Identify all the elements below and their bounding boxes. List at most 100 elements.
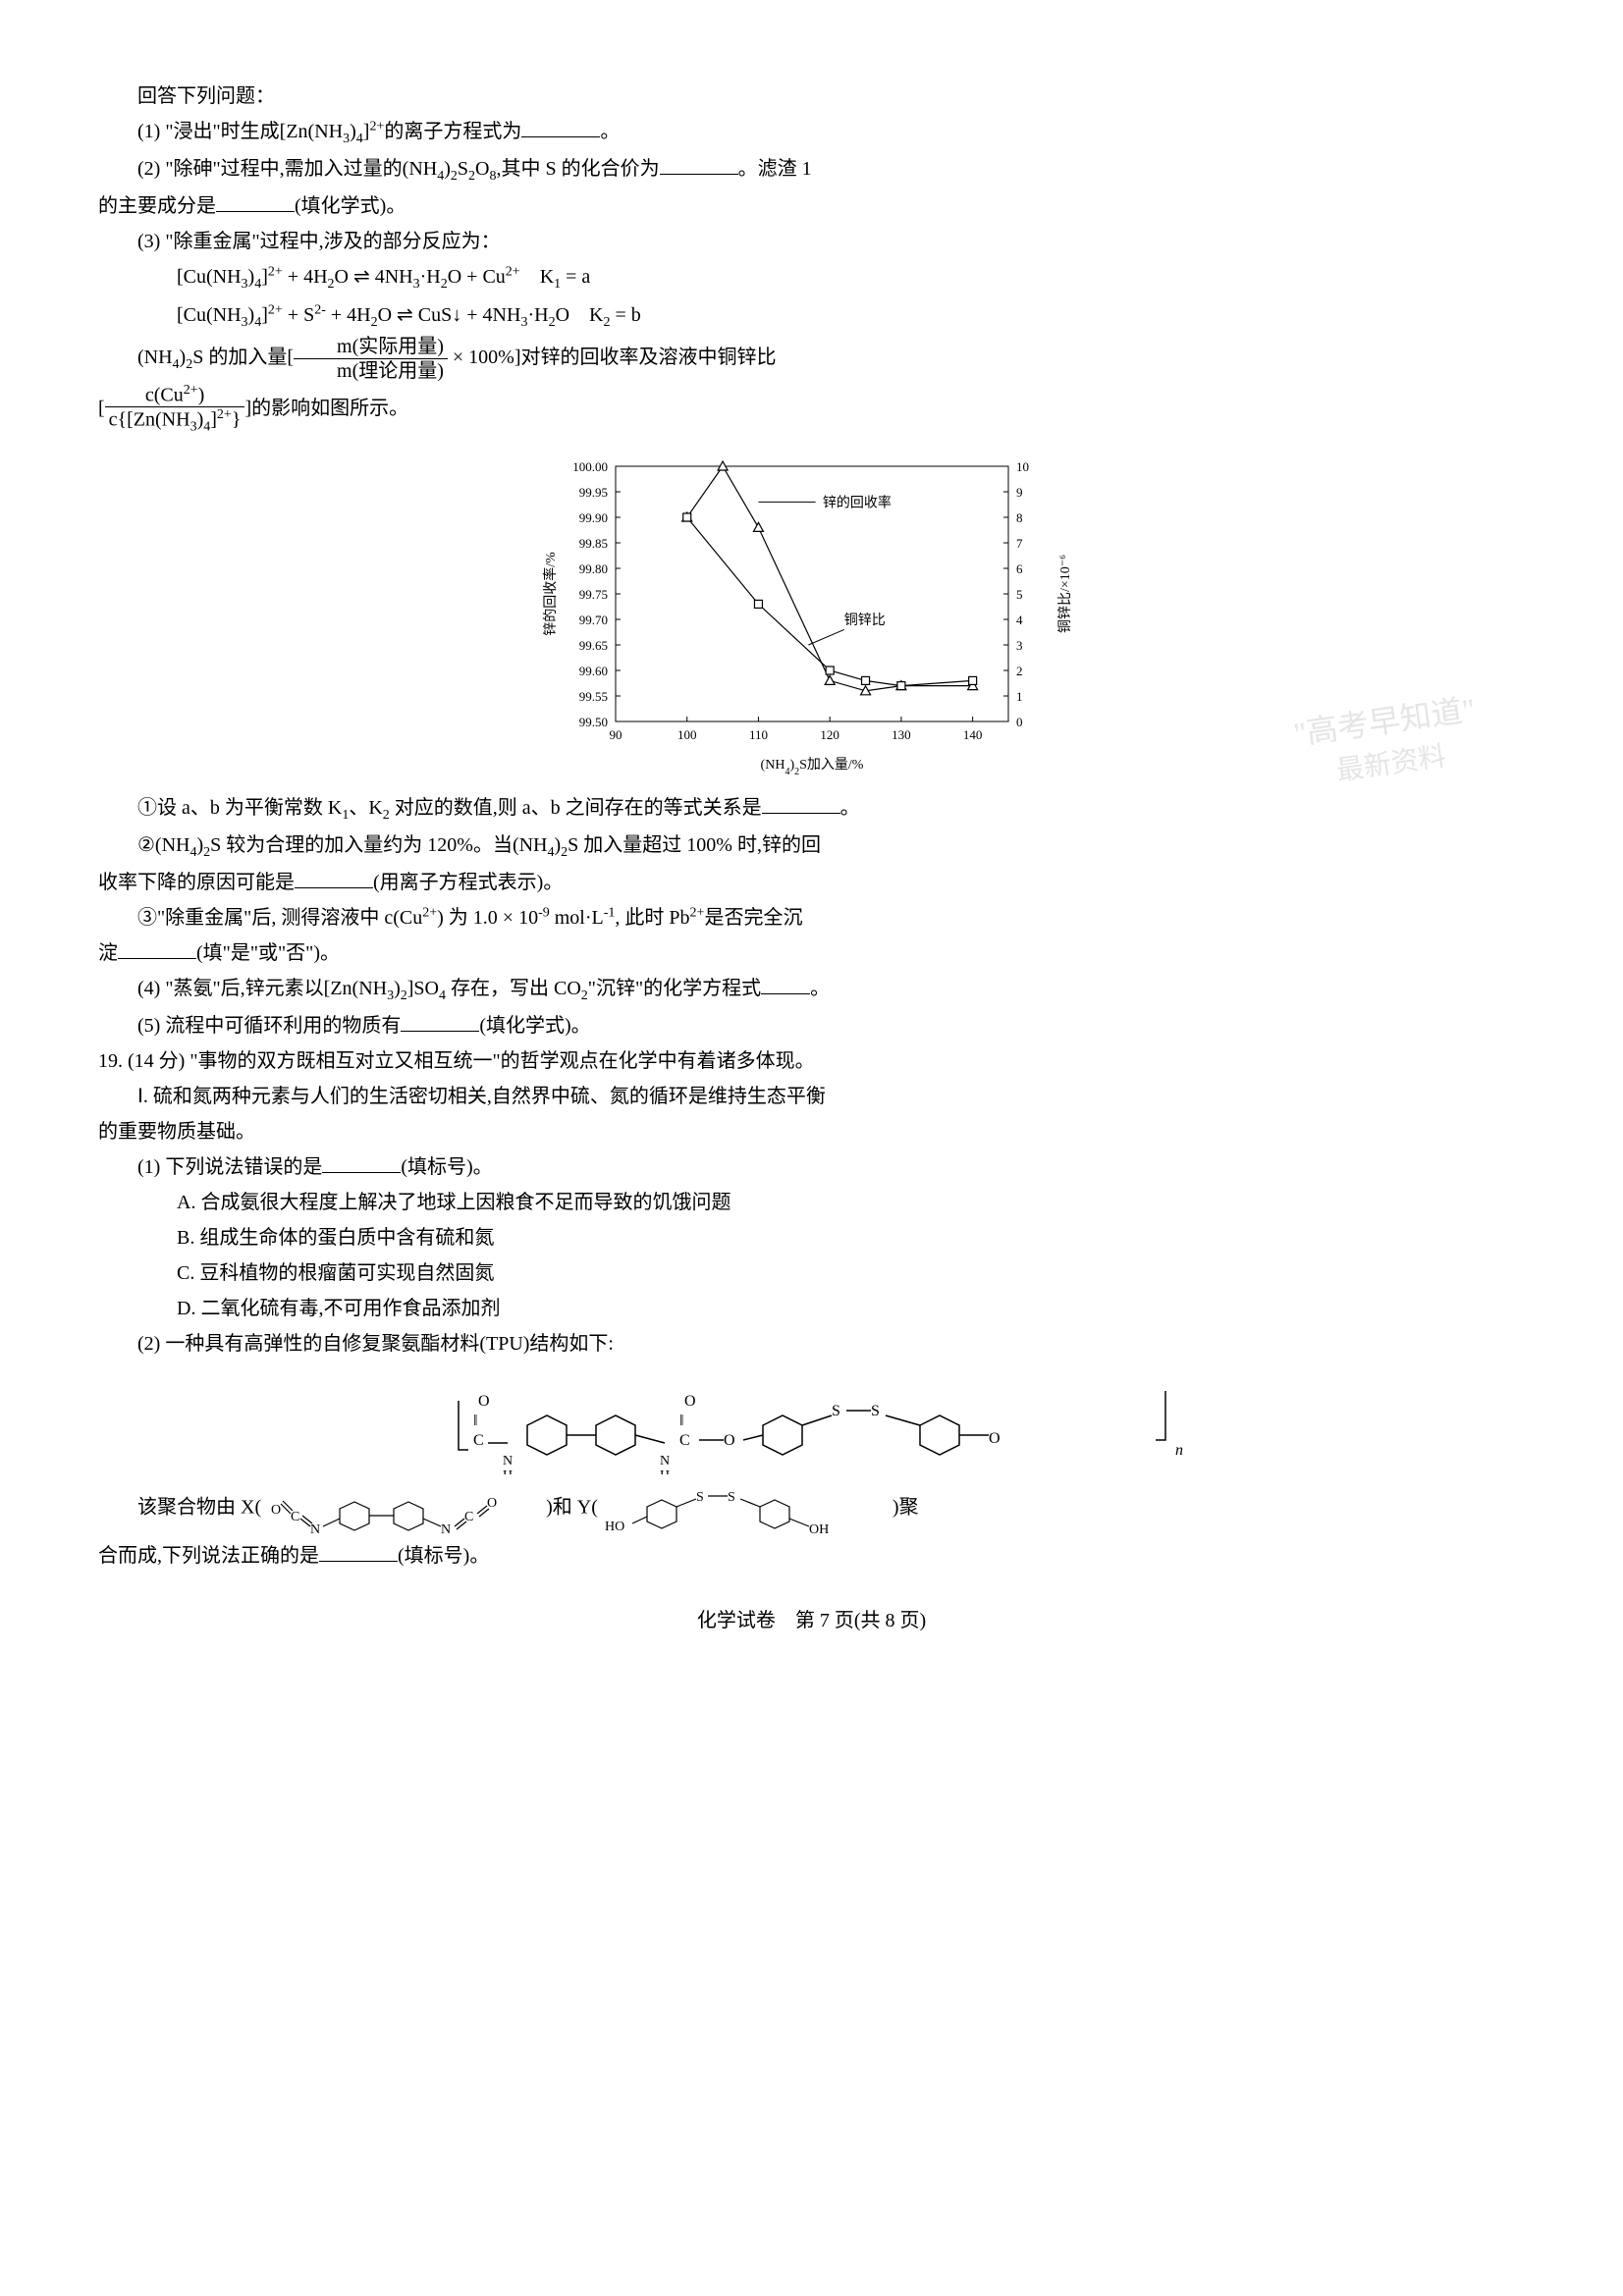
q3-sub3: ③"除重金属"后, 测得溶液中 c(Cu2+) 为 1.0 × 10-9 mol…: [98, 900, 1525, 971]
option-d: D. 二氧化硫有毒,不可用作食品添加剂: [98, 1291, 1525, 1326]
svg-text:O: O: [478, 1393, 490, 1410]
q2-label: (2): [137, 158, 160, 180]
svg-text:‖: ‖: [679, 1413, 684, 1429]
svg-text:99.95: 99.95: [578, 485, 607, 500]
intro-text: 回答下列问题：: [98, 79, 1525, 114]
q19-part1: Ⅰ. 硫和氮两种元素与人们的生活密切相关,自然界中硫、氮的循环是维持生态平衡: [98, 1079, 1525, 1114]
svg-text:N: N: [441, 1522, 451, 1537]
q4-label: (4): [137, 978, 160, 999]
svg-text:99.90: 99.90: [578, 510, 607, 525]
svg-text:5: 5: [1016, 587, 1023, 602]
q1-blank: [521, 118, 600, 137]
q19-sub2-label: (2): [137, 1333, 160, 1355]
q3-eq2: [Cu(NH3)4]2+ + S2- + 4H2O ⇌ CuS↓ + 4NH3·…: [98, 297, 1525, 335]
q3-sub1: ①设 a、b 为平衡常数 K1、K2 对应的数值,则 a、b 之间存在的等式关系…: [98, 790, 1525, 828]
q3-label: (3): [137, 231, 160, 252]
option-a: A. 合成氨很大程度上解决了地球上因粮食不足而导致的饥饿问题: [98, 1185, 1525, 1220]
q3-eq1: [Cu(NH3)4]2+ + 4H2O ⇌ 4NH3·H2O + Cu2+ K1…: [98, 259, 1525, 296]
svg-text:99.65: 99.65: [578, 638, 607, 653]
question-19: 19. (14 分) "事物的双方既相互对立又相互统一"的哲学观点在化学中有着诸…: [98, 1043, 1525, 1079]
svg-text:O: O: [487, 1496, 497, 1511]
svg-text:(NH4)2S加入量/%: (NH4)2S加入量/%: [760, 757, 863, 777]
svg-text:S: S: [832, 1403, 840, 1419]
q2-blank1: [660, 155, 738, 175]
svg-text:O: O: [989, 1430, 1001, 1447]
watermark-2: 最新资料: [1333, 733, 1449, 797]
svg-text:锌的回收率/%: 锌的回收率/%: [542, 552, 559, 636]
svg-text:140: 140: [962, 727, 982, 742]
svg-text:O: O: [724, 1432, 735, 1449]
q19-sub1-label: (1): [137, 1156, 160, 1178]
q19-sub2: (2) 一种具有高弹性的自修复聚氨酯材料(TPU)结构如下:: [98, 1326, 1525, 1362]
tpu-structure-svg: O ‖ C N H N H O ‖ C O S S: [419, 1366, 1205, 1474]
q3-line4: [c(Cu2+)c{[Zn(NH3)4]2+}]的影响如图所示。: [98, 383, 1525, 437]
svg-text:锌的回收率: 锌的回收率: [822, 494, 891, 510]
q19-points: (14 分): [128, 1050, 185, 1072]
q2-blank2: [216, 192, 295, 212]
option-c: C. 豆科植物的根瘤菌可实现自然固氮: [98, 1255, 1525, 1291]
question-1: (1) "浸出"时生成[Zn(NH3)4]2+的离子方程式为。: [98, 114, 1525, 151]
question-3: (3) "除重金属"过程中,涉及的部分反应为：: [98, 224, 1525, 259]
svg-text:C: C: [473, 1432, 484, 1449]
svg-text:99.55: 99.55: [578, 689, 607, 704]
svg-text:99.85: 99.85: [578, 536, 607, 551]
svg-text:99.50: 99.50: [578, 715, 607, 729]
q3s3-blank: [118, 939, 196, 959]
q19-sub1: (1) 下列说法错误的是(填标号)。: [98, 1149, 1525, 1185]
svg-text:OH: OH: [809, 1522, 829, 1537]
chart-container: 99.5099.5599.6099.6599.7099.7599.8099.85…: [98, 447, 1525, 780]
svg-text:N: N: [310, 1522, 320, 1537]
q19-sub2-text3: 合而成,下列说法正确的是(填标号)。: [98, 1538, 1525, 1574]
q3-sub2: ②(NH4)2S 较为合理的加入量约为 120%。当(NH4)2S 加入量超过 …: [98, 828, 1525, 900]
question-5: (5) 流程中可循环利用的物质有(填化学式)。: [98, 1008, 1525, 1043]
watermark-1: "高考早知道": [1290, 682, 1479, 764]
svg-text:O: O: [684, 1393, 696, 1410]
svg-text:S: S: [696, 1490, 704, 1505]
q3s2-blank: [295, 869, 373, 888]
svg-text:120: 120: [820, 727, 839, 742]
q19-label: 19.: [98, 1050, 123, 1072]
svg-text:C: C: [464, 1510, 473, 1524]
svg-text:100.00: 100.00: [572, 459, 608, 474]
svg-text:7: 7: [1016, 536, 1023, 551]
chemical-structure-1: O ‖ C N H N H O ‖ C O S S: [98, 1366, 1525, 1474]
q5-label: (5): [137, 1015, 160, 1037]
svg-text:N: N: [503, 1454, 513, 1468]
svg-text:8: 8: [1016, 510, 1023, 525]
svg-text:S: S: [871, 1403, 880, 1419]
svg-text:2: 2: [1016, 664, 1023, 678]
svg-text:S: S: [728, 1490, 735, 1505]
option-b: B. 组成生命体的蛋白质中含有硫和氮: [98, 1220, 1525, 1255]
structure-x-svg: O C N N C O: [266, 1479, 541, 1538]
svg-text:90: 90: [609, 727, 622, 742]
svg-text:10: 10: [1016, 459, 1029, 474]
q19-part1-label: Ⅰ.: [137, 1086, 148, 1107]
svg-text:n: n: [1175, 1442, 1183, 1459]
svg-text:100: 100: [676, 727, 696, 742]
svg-text:HO: HO: [605, 1520, 624, 1534]
q4-blank: [761, 975, 810, 994]
q19-part1-cont: 的重要物质基础。: [98, 1114, 1525, 1149]
line-chart: 99.5099.5599.6099.6599.7099.7599.8099.85…: [537, 447, 1087, 780]
svg-text:99.80: 99.80: [578, 561, 607, 576]
question-4: (4) "蒸氨"后,锌元素以[Zn(NH3)2]SO4 存在，写出 CO2"沉锌…: [98, 971, 1525, 1008]
page-footer: 化学试卷 第 7 页(共 8 页): [98, 1603, 1525, 1638]
structure-y-svg: HO S S OH: [603, 1479, 888, 1538]
svg-text:铜锌比: 铜锌比: [843, 613, 885, 628]
q5-blank: [401, 1012, 479, 1032]
svg-text:C: C: [679, 1432, 690, 1449]
q3s1-blank: [762, 794, 840, 814]
svg-text:6: 6: [1016, 561, 1023, 576]
svg-text:4: 4: [1016, 613, 1023, 627]
fraction-1: m(实际用量)m(理论用量): [294, 335, 448, 383]
q19s2-blank: [319, 1542, 398, 1562]
q3-line3: (NH4)2S 的加入量[m(实际用量)m(理论用量) × 100%]对锌的回收…: [98, 335, 1525, 383]
svg-text:99.75: 99.75: [578, 587, 607, 602]
svg-text:130: 130: [892, 727, 911, 742]
svg-text:110: 110: [748, 727, 767, 742]
svg-text:O: O: [271, 1503, 281, 1518]
fraction-2: c(Cu2+)c{[Zn(NH3)4]2+}: [105, 383, 245, 437]
svg-text:N: N: [660, 1454, 670, 1468]
svg-text:H: H: [503, 1468, 513, 1474]
svg-text:99.60: 99.60: [578, 664, 607, 678]
